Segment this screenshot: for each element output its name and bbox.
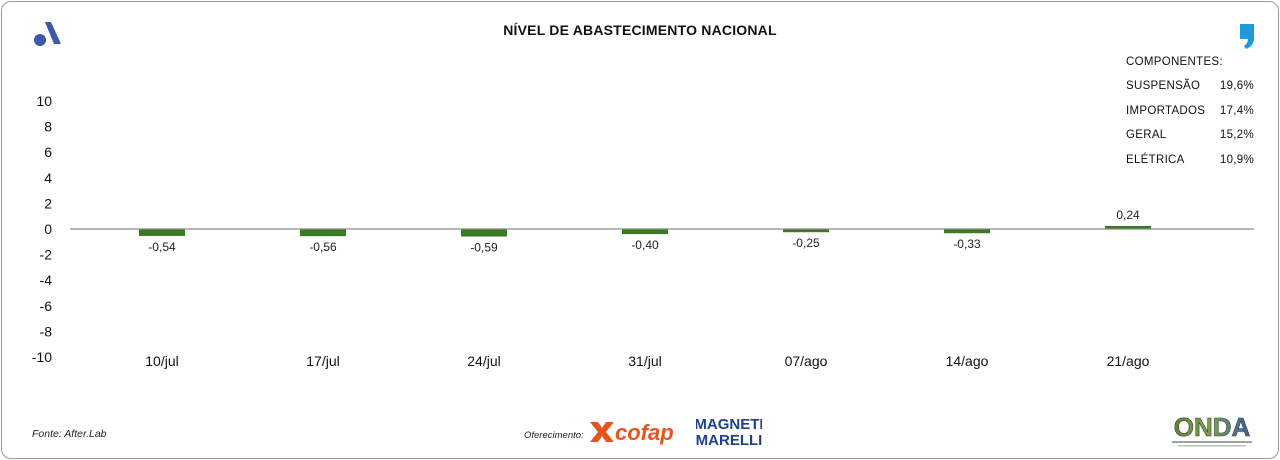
data-label: -0,40 <box>631 238 659 252</box>
bar <box>300 229 346 237</box>
offer-label: Oferecimento: <box>524 430 584 441</box>
x-tick-label: 24/jul <box>467 353 500 369</box>
magneti-text: MAGNETI <box>696 416 762 433</box>
component-name: SUSPENSÃO <box>1126 80 1201 92</box>
marelli-text: MARELLI <box>696 432 762 448</box>
bar-chart: 10 8 6 4 2 0 -2 -4 -6 -8 -10 -0,54 10/jul -0,56 17/jul… <box>32 93 1254 369</box>
components-panel: COMPONENTES: SUSPENSÃO 19,6% IMPORTADOS … <box>1126 56 1254 178</box>
chart-title: NÍVEL DE ABASTECIMENTO NACIONAL <box>503 22 777 38</box>
data-label: -0,59 <box>470 241 498 255</box>
onda-text: ONDA <box>1174 412 1251 442</box>
y-tick-label: -6 <box>40 298 53 314</box>
y-tick-label: 6 <box>44 144 52 160</box>
component-name: GERAL <box>1126 129 1167 141</box>
cofap-text: cofap <box>615 420 674 445</box>
y-tick-label: -10 <box>32 349 52 365</box>
component-name: ELÉTRICA <box>1126 153 1185 166</box>
component-row: SUSPENSÃO 19,6% <box>1126 80 1254 105</box>
component-value: 10,9% <box>1219 153 1254 166</box>
data-label: -0,54 <box>148 240 176 254</box>
component-row: ELÉTRICA 10,9% <box>1126 154 1254 179</box>
x-tick-label: 10/jul <box>145 353 178 369</box>
bar <box>461 229 507 237</box>
y-tick-label: -4 <box>40 272 53 288</box>
bar <box>783 229 829 233</box>
y-tick-label: 0 <box>44 221 52 237</box>
component-name: IMPORTADOS <box>1126 104 1206 117</box>
onda-logo: ONDA <box>1172 412 1252 447</box>
y-tick-label: 4 <box>44 170 52 186</box>
x-tick-label: 31/jul <box>628 353 661 369</box>
components-title: COMPONENTES: <box>1126 56 1223 68</box>
x-tick-label: 14/ago <box>946 353 989 369</box>
magneti-marelli-logo: MAGNETI MARELLI <box>696 416 762 448</box>
component-value: 17,4% <box>1219 104 1254 117</box>
y-tick-label: 2 <box>44 195 52 211</box>
quote-icon <box>1240 24 1254 49</box>
data-label: -0,25 <box>792 236 820 250</box>
bar <box>622 229 668 235</box>
x-tick-label: 21/ago <box>1107 353 1150 369</box>
data-label: -0,33 <box>953 237 981 251</box>
bar <box>944 229 990 234</box>
data-label: -0,56 <box>309 240 337 254</box>
component-value: 15,2% <box>1219 129 1254 141</box>
component-row: GERAL 15,2% <box>1126 129 1254 154</box>
y-tick-label: -2 <box>40 247 53 263</box>
data-label: 0,24 <box>1116 208 1140 222</box>
x-tick-label: 17/jul <box>306 353 339 369</box>
component-value: 19,6% <box>1219 80 1254 92</box>
x-tick-label: 07/ago <box>785 353 828 369</box>
y-tick-label: -8 <box>40 323 53 339</box>
a-logo-icon <box>34 22 61 46</box>
source-note: Fonte: After.Lab <box>32 428 107 440</box>
y-tick-label: 10 <box>36 93 52 109</box>
cofap-logo: cofap <box>590 420 674 445</box>
bar <box>139 229 185 236</box>
bar <box>1105 225 1151 229</box>
component-row: IMPORTADOS 17,4% <box>1126 105 1254 130</box>
y-tick-label: 8 <box>44 119 52 135</box>
